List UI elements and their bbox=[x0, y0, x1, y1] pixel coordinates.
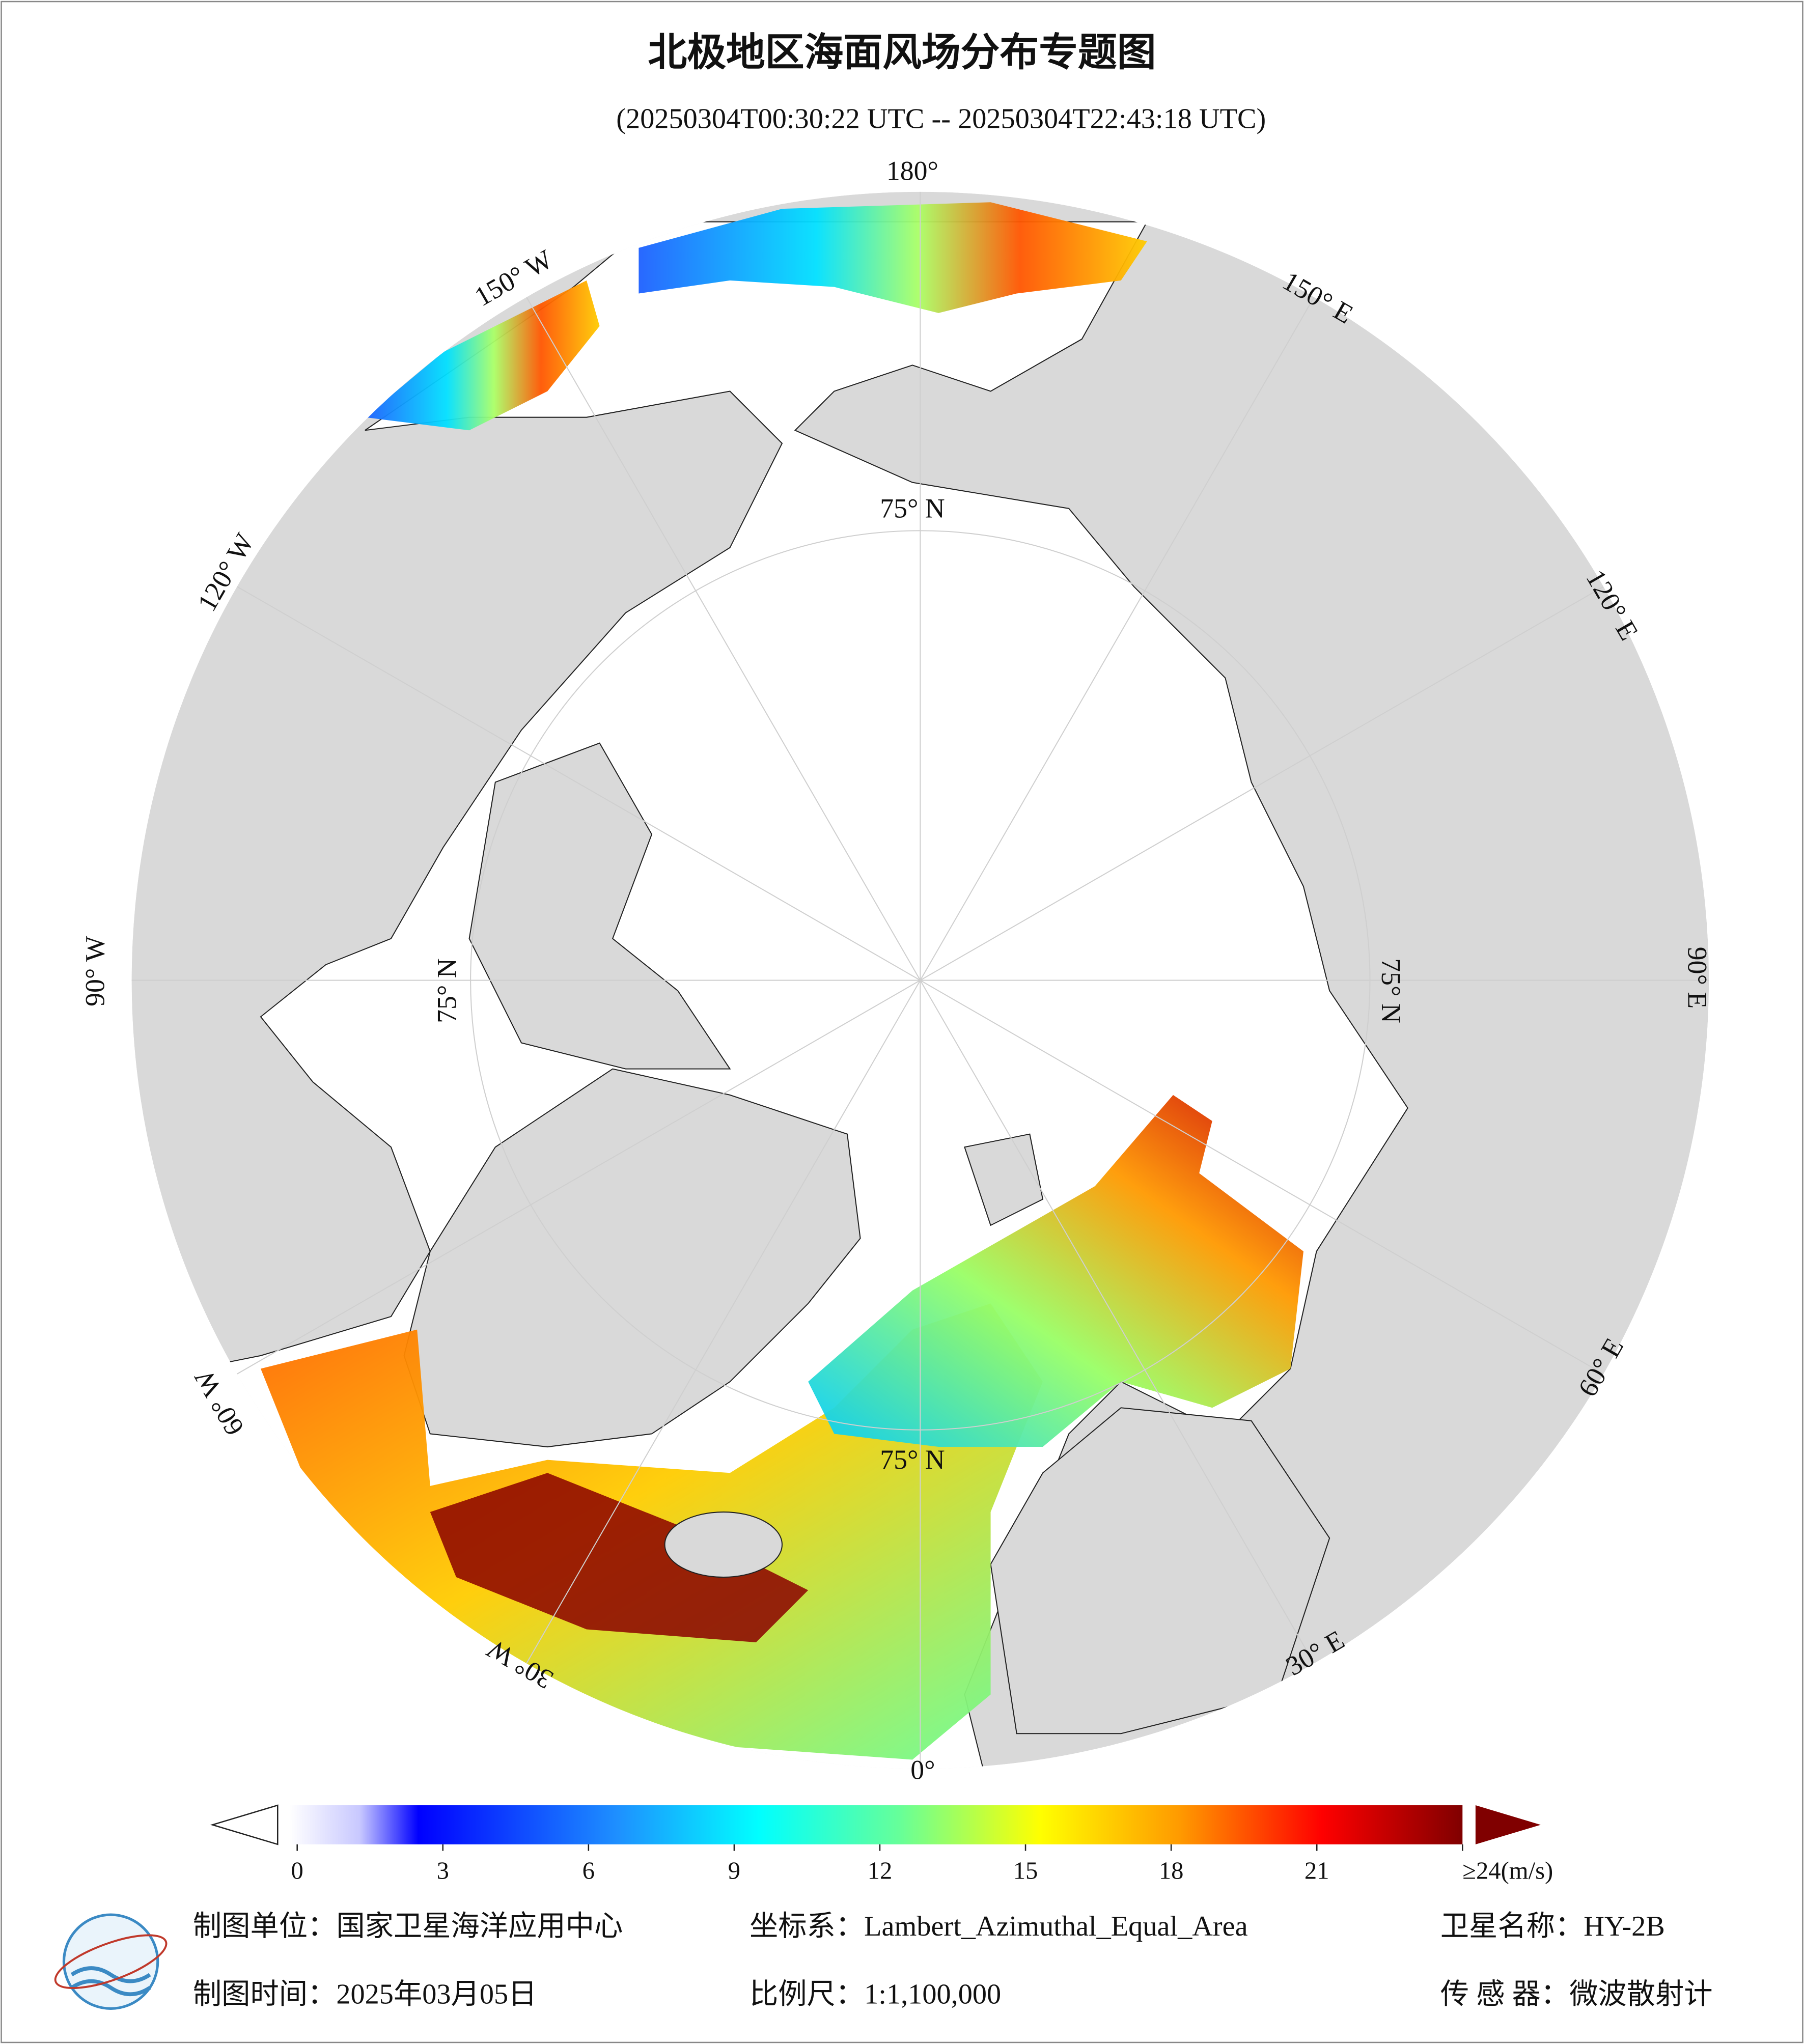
longitude-label: 90° W bbox=[79, 936, 110, 1006]
colorbar-tick-label: 21 bbox=[1305, 1857, 1329, 1884]
wind-core bbox=[430, 1473, 809, 1643]
wind-swath-bering bbox=[365, 280, 600, 431]
colorbar-tick-label: 6 bbox=[582, 1857, 595, 1884]
footer-unit: 制图单位：国家卫星海洋应用中心 bbox=[193, 1911, 623, 1942]
title: 北极地区海面风场分布专题图 bbox=[648, 30, 1156, 75]
wind-swath-barents bbox=[808, 1095, 1303, 1447]
longitude-label: 180° bbox=[886, 155, 938, 186]
archipelago bbox=[468, 742, 731, 1070]
logo bbox=[54, 1913, 168, 2010]
wind-swath-pacific bbox=[639, 202, 1147, 313]
longitude-label: 90° E bbox=[1682, 947, 1713, 1009]
colorbar-tick-label: 9 bbox=[728, 1857, 740, 1884]
footer-coordinate-system: 坐标系：Lambert_Azimuthal_Equal_Area bbox=[750, 1911, 1248, 1942]
colorbar bbox=[210, 1804, 1541, 1845]
colorbar-tick-label: 12 bbox=[868, 1857, 893, 1884]
scandinavia bbox=[990, 1407, 1330, 1734]
svalbard bbox=[964, 1133, 1044, 1226]
colorbar-tick-label: 3 bbox=[437, 1857, 449, 1884]
colorbar-gradient bbox=[289, 1805, 1463, 1844]
latitude-label: 75° N bbox=[880, 1444, 945, 1475]
footer-scale: 比例尺：1:1,100,000 bbox=[750, 1978, 1001, 2010]
colorbar-under bbox=[210, 1804, 279, 1845]
subtitle: (20250304T00:30:22 UTC -- 20250304T22:43… bbox=[616, 103, 1266, 134]
colorbar-tick-label: 0 bbox=[291, 1857, 303, 1884]
footer-satellite: 卫星名称：HY-2B bbox=[1440, 1911, 1665, 1942]
iceland bbox=[664, 1511, 783, 1578]
latitude-label: 75° N bbox=[880, 493, 945, 523]
latitude-label: 75° N bbox=[1376, 958, 1406, 1023]
colorbar-tick-label: ≥24(m/s) bbox=[1462, 1857, 1553, 1884]
map bbox=[131, 191, 1709, 1769]
latitude-label: 75° N bbox=[432, 958, 462, 1023]
colorbar-over bbox=[1475, 1805, 1541, 1844]
colorbar-tick-label: 15 bbox=[1013, 1857, 1038, 1884]
footer-date: 制图时间：2025年03月05日 bbox=[193, 1978, 537, 2010]
greenland bbox=[403, 1068, 861, 1448]
graticule bbox=[131, 191, 1709, 1769]
footer-sensor: 传 感 器：微波散射计 bbox=[1440, 1978, 1713, 2010]
colorbar-tick-label: 18 bbox=[1159, 1857, 1184, 1884]
longitude-label: 0° bbox=[910, 1754, 935, 1785]
